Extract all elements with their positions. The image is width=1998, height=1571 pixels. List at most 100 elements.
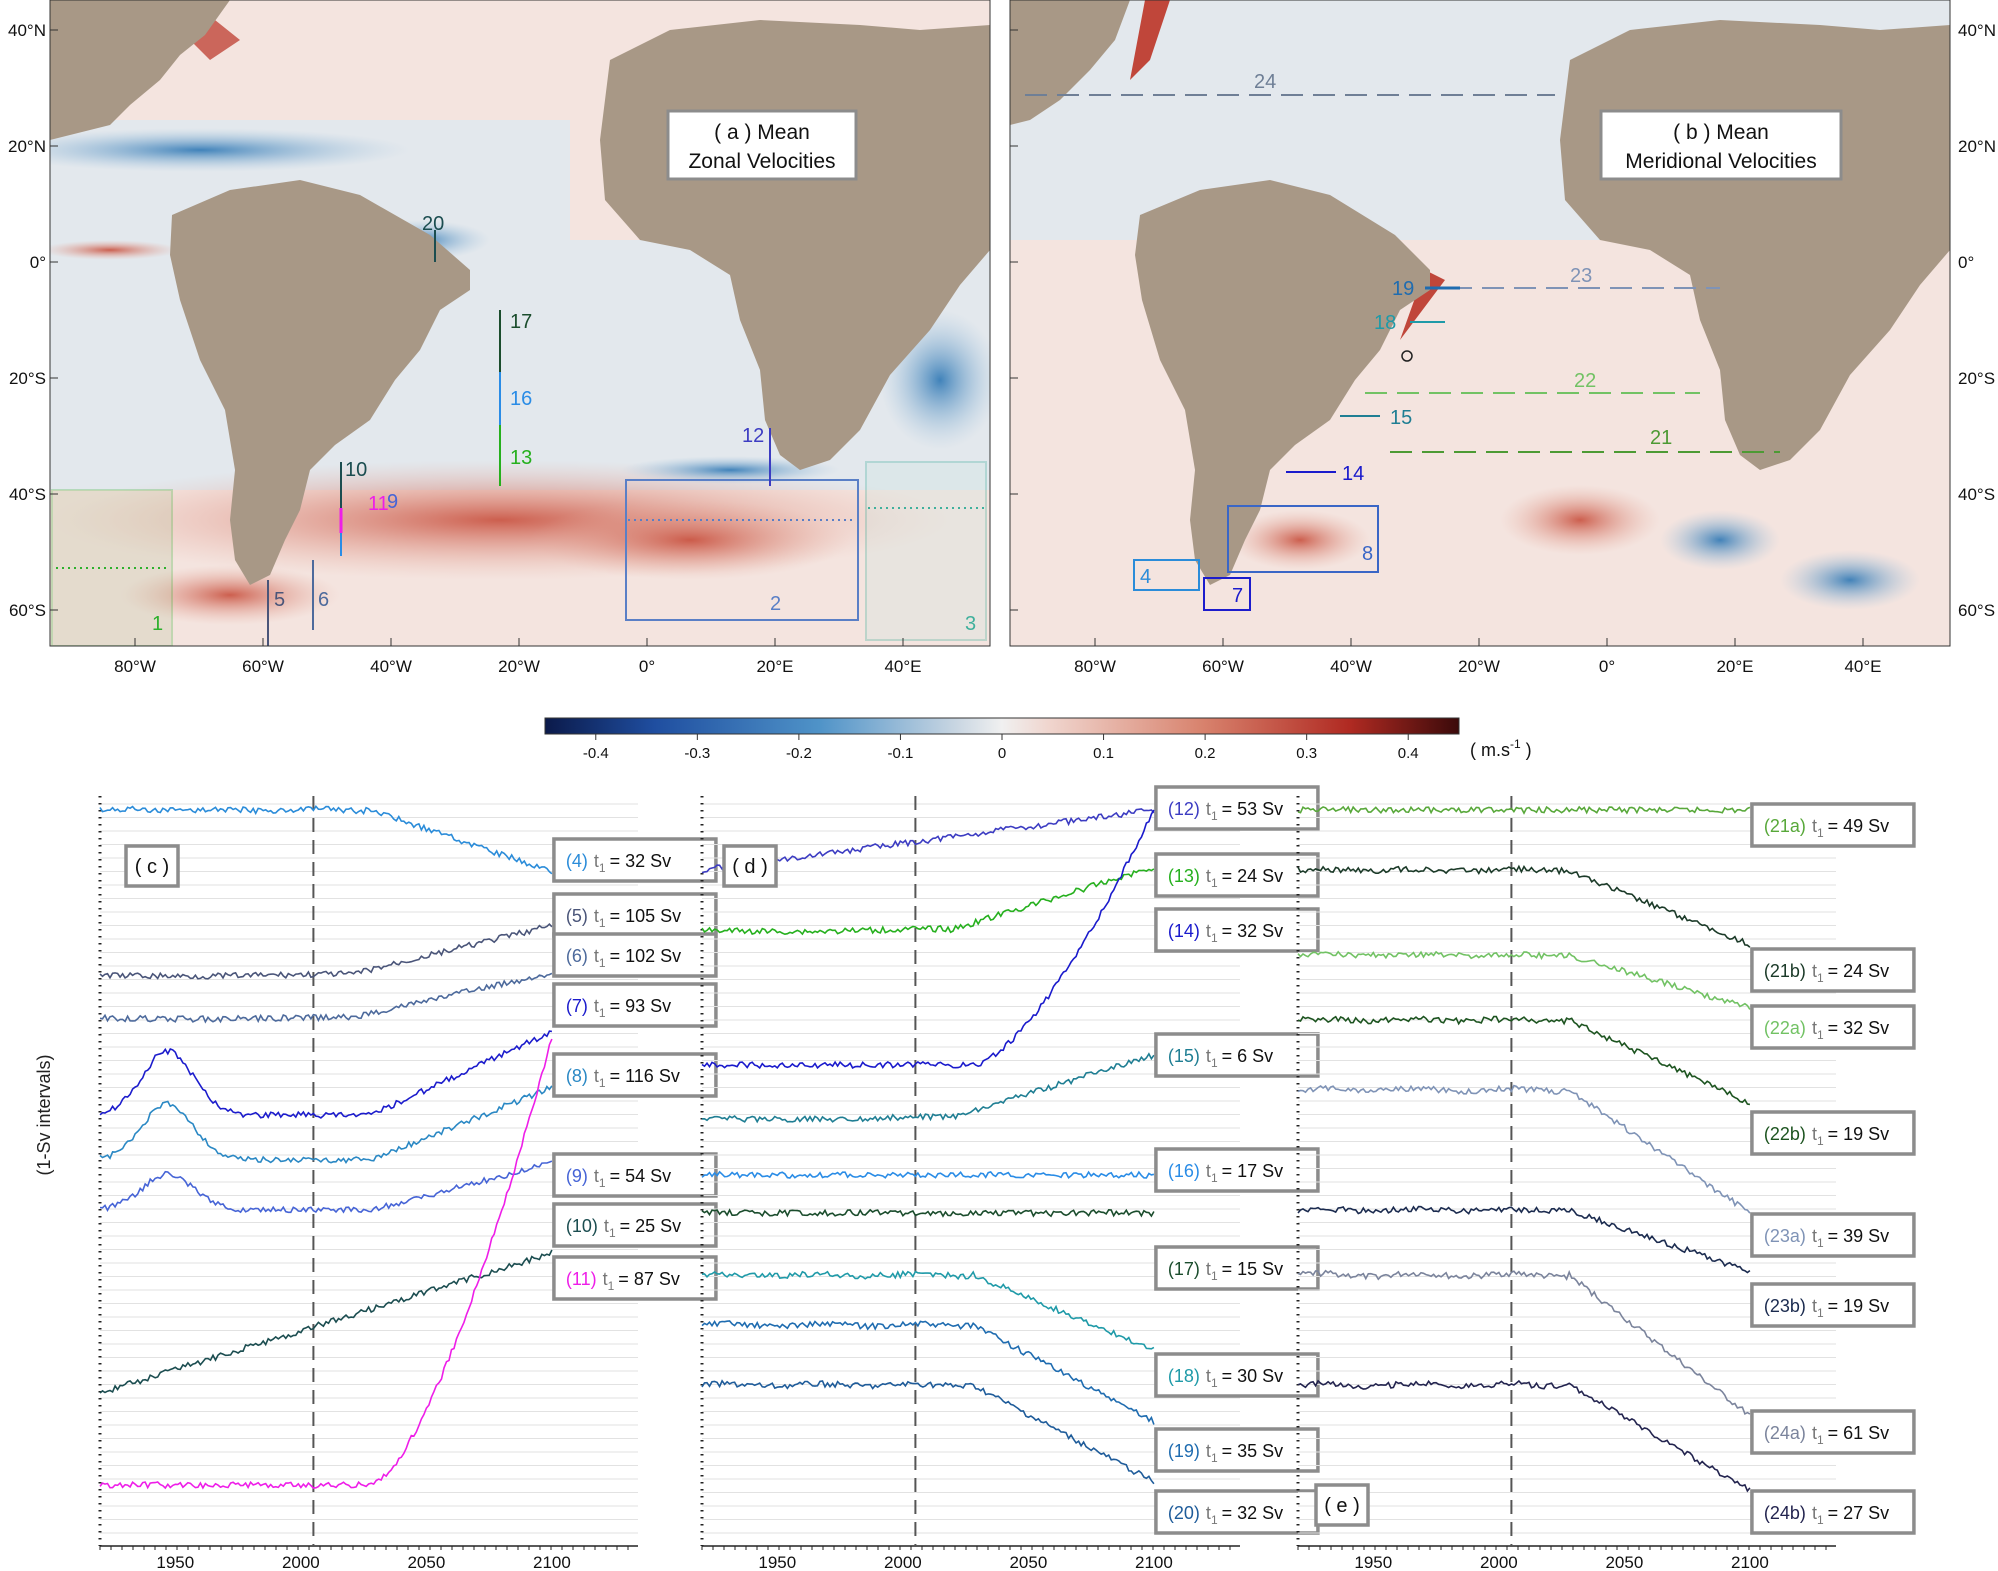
- series-label-23a: (23a) t1 = 39 Sv: [1764, 1226, 1889, 1250]
- map-a-lat-tick: 20°N: [8, 137, 46, 156]
- x-tick: 1950: [1354, 1553, 1392, 1571]
- series-line-22b: [1297, 1015, 1751, 1106]
- map-b-lon-tick: 80°W: [1074, 657, 1116, 676]
- panel-letter-c: ( c ): [135, 856, 169, 878]
- series-label-22b: (22b) t1 = 19 Sv: [1764, 1124, 1889, 1148]
- series-line-23a: [1297, 1084, 1751, 1214]
- series-line-21b: [1297, 864, 1751, 948]
- map-b-lat-tick: 0°: [1958, 253, 1974, 272]
- map-a-lat-tick: 60°S: [9, 601, 46, 620]
- map-b-frame: [1009, 0, 1951, 647]
- map-a-label-1: 1: [152, 613, 163, 635]
- colorbar: -0.4 -0.3 -0.2 -0.1 0 0.1 0.2 0.3 0.4 ( m.s-1 ): [544, 717, 1532, 762]
- map-a-lat-tick: 40°S: [9, 485, 46, 504]
- map-panel-b: 4 7 8 14 15 18 19 21 22 23 24 ( b ) Mean…: [1010, 0, 1950, 646]
- series-label-box: [1750, 802, 1916, 848]
- map-b-label-4: 4: [1140, 566, 1151, 588]
- line-panel-e: 1950 2000 2050 2100 (21a) t1 = 49 Sv (21b) t1 = 2…: [1296, 796, 1916, 1571]
- colorbar-tick: -0.4: [583, 745, 609, 762]
- map-a-label-20: 20: [422, 213, 444, 235]
- map-a-label-3: 3: [965, 613, 976, 635]
- map-b-label-22: 22: [1574, 370, 1596, 392]
- series-label-box: [552, 1152, 718, 1198]
- map-a-lon-tick: 20°E: [756, 657, 793, 676]
- x-tick: 2000: [884, 1553, 922, 1571]
- series-label-15: (15) t1 = 6 Sv: [1168, 1046, 1273, 1070]
- map-b-lon-tick: 0°: [1599, 657, 1615, 676]
- series-label-9: (9) t1 = 54 Sv: [566, 1166, 671, 1190]
- map-a-lon-tick: 60°W: [242, 657, 284, 676]
- x-tick: 1950: [758, 1553, 796, 1571]
- map-a-label-17: 17: [510, 311, 532, 333]
- map-a-label-2: 2: [770, 593, 781, 615]
- map-a-title-line2: Zonal Velocities: [688, 150, 835, 173]
- series-label-13: (13) t1 = 24 Sv: [1168, 866, 1283, 890]
- map-b-title-line2: Meridional Velocities: [1625, 150, 1816, 173]
- series-label-box: [1750, 1489, 1916, 1535]
- series-line-9: [99, 1160, 553, 1214]
- series-line-18: [701, 1270, 1155, 1350]
- map-a-label-16: 16: [510, 388, 532, 410]
- series-line-20: [701, 1379, 1155, 1485]
- x-tick: 2050: [407, 1553, 445, 1571]
- line-panel-d: 1950 2000 2050 2100 (12) t1 = 53 Sv (13) t1 = 24 …: [700, 785, 1320, 1571]
- map-a-lat-tick: 0°: [30, 253, 46, 272]
- map-a-label-13: 13: [510, 447, 532, 469]
- map-a-frame: [49, 0, 991, 647]
- series-label-box: [552, 932, 718, 978]
- series-label-box: [1750, 1212, 1916, 1258]
- map-b-label-24: 24: [1254, 71, 1276, 93]
- series-label-box: [1154, 907, 1320, 953]
- series-label-10: (10) t1 = 25 Sv: [566, 1216, 681, 1240]
- series-label-box: [1154, 1489, 1320, 1535]
- map-tick-labels: 80°W 60°W 40°W 20°W 0° 20°E 40°E 40°N 20°N 0° 20°S…: [8, 21, 1996, 676]
- series-line-8: [99, 1085, 553, 1164]
- map-b-label-18: 18: [1374, 312, 1396, 334]
- series-label-box: [1154, 1427, 1320, 1473]
- series-line-15: [701, 1052, 1155, 1124]
- map-a-label-6: 6: [318, 589, 329, 611]
- map-b-lat-tick: 20°N: [1958, 137, 1996, 156]
- x-tick: 2100: [1731, 1553, 1769, 1571]
- series-label-box: [1750, 1282, 1916, 1328]
- series-label-20: (20) t1 = 32 Sv: [1168, 1503, 1283, 1527]
- map-a-label-10: 10: [345, 459, 367, 481]
- map-a-lon-tick: 20°W: [498, 657, 540, 676]
- panel-letter-d: ( d ): [732, 856, 768, 878]
- map-b-label-8: 8: [1362, 543, 1373, 565]
- series-line-24a: [1297, 1269, 1751, 1416]
- map-a-lat-tick: 40°N: [8, 21, 46, 40]
- series-label-23b: (23b) t1 = 19 Sv: [1764, 1296, 1889, 1320]
- series-line-14: [701, 809, 1155, 1070]
- series-line-24b: [1297, 1379, 1751, 1493]
- map-b-lat-tick: 40°N: [1958, 21, 1996, 40]
- series-label-16: (16) t1 = 17 Sv: [1168, 1161, 1283, 1185]
- series-label-box: [1154, 1147, 1320, 1193]
- series-label-4: (4) t1 = 32 Sv: [566, 851, 671, 875]
- series-label-24b: (24b) t1 = 27 Sv: [1764, 1503, 1889, 1527]
- series-label-5: (5) t1 = 105 Sv: [566, 906, 681, 930]
- series-label-11: (11) t1 = 87 Sv: [566, 1269, 680, 1293]
- map-b-lon-tick: 60°W: [1202, 657, 1244, 676]
- x-tick: 2000: [282, 1553, 320, 1571]
- panel-letter-e: ( e ): [1324, 1495, 1360, 1517]
- colorbar-tick: 0: [998, 745, 1006, 762]
- series-label-21a: (21a) t1 = 49 Sv: [1764, 816, 1889, 840]
- series-line-13: [701, 868, 1155, 936]
- series-line-6: [99, 972, 553, 1024]
- x-tick: 2050: [1009, 1553, 1047, 1571]
- series-label-box: [1750, 1409, 1916, 1455]
- series-line-10: [99, 1249, 553, 1394]
- map-a-title-line1: ( a ) Mean: [714, 121, 810, 144]
- series-label-12: (12) t1 = 53 Sv: [1168, 799, 1283, 823]
- map-a-lon-tick: 40°E: [884, 657, 921, 676]
- series-label-8: (8) t1 = 116 Sv: [566, 1066, 680, 1090]
- colorbar-tick: 0.4: [1398, 745, 1419, 762]
- colorbar-tick: -0.2: [786, 745, 812, 762]
- map-b-lon-tick: 20°W: [1458, 657, 1500, 676]
- panel-letter-box: [1314, 1483, 1370, 1527]
- x-tick: 2000: [1480, 1553, 1518, 1571]
- map-a-lat-tick: 20°S: [9, 369, 46, 388]
- series-label-box: [1750, 947, 1916, 993]
- series-label-17: (17) t1 = 15 Sv: [1168, 1259, 1283, 1283]
